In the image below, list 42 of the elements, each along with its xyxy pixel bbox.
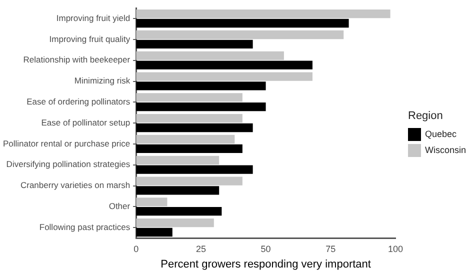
- legend-label: Wisconsin: [425, 145, 466, 155]
- bar: [136, 51, 284, 60]
- bar: [136, 102, 266, 112]
- y-tick-label: Ease of pollinator setup: [41, 117, 130, 128]
- x-tick-label: 0: [134, 244, 139, 254]
- bar: [136, 198, 168, 206]
- legend-title: Region: [408, 110, 444, 122]
- x-tick-label: 50: [260, 244, 271, 254]
- bar: [136, 123, 253, 132]
- bar: [136, 60, 312, 70]
- y-tick-label: Cranberry varieties on marsh: [20, 180, 130, 190]
- bar: [136, 10, 390, 18]
- bar: [136, 186, 220, 195]
- y-tick-label: Minimizing risk: [74, 76, 131, 86]
- bar: [136, 30, 344, 40]
- legend-label: Quebec: [425, 129, 457, 139]
- y-tick-label: Diversifying pollination strategies: [6, 159, 130, 170]
- y-tick-label: Other: [108, 200, 130, 211]
- bar: [136, 72, 312, 81]
- y-tick-label: Ease of ordering pollinators: [26, 96, 130, 106]
- bar: [136, 218, 214, 228]
- y-tick-label: Improving fruit yield: [56, 12, 130, 23]
- bar: [136, 165, 253, 174]
- bar: [136, 156, 220, 164]
- y-tick-label: Pollinator rental or purchase price: [3, 138, 130, 148]
- bar: [136, 18, 349, 28]
- bar: [136, 134, 235, 144]
- bar: [136, 144, 242, 153]
- bar: [136, 93, 242, 102]
- bar: [136, 176, 242, 186]
- y-tick-label: Relationship with beekeeper: [23, 54, 130, 65]
- x-tick-label: 75: [326, 244, 336, 254]
- bar: [136, 207, 222, 216]
- bar: [136, 82, 266, 90]
- y-tick-label: Following past practices: [39, 222, 130, 232]
- x-tick-label: 100: [388, 244, 404, 254]
- bar: [136, 114, 242, 123]
- x-axis-title: Percent growers responding very important: [160, 258, 371, 270]
- bar: [136, 228, 172, 237]
- bar: [136, 40, 253, 48]
- y-tick-label: Improving fruit quality: [49, 34, 131, 44]
- x-tick-label: 25: [196, 244, 206, 254]
